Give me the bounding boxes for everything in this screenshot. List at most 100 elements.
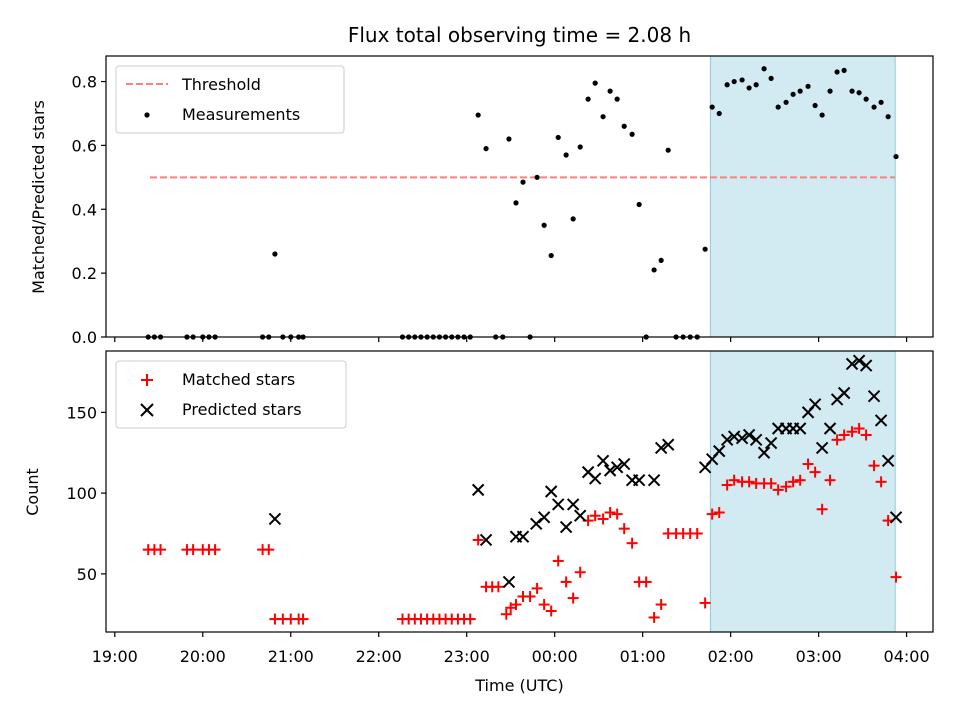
matched-star-point xyxy=(838,429,850,441)
matched-star-point xyxy=(597,513,609,525)
measurement-point xyxy=(702,246,708,252)
measurement-point xyxy=(513,200,519,206)
predicted-star-point xyxy=(632,473,646,487)
predicted-star-point xyxy=(742,428,756,442)
predicted-star-point xyxy=(566,498,580,511)
y-tick-label: 0.8 xyxy=(72,73,97,92)
y-tick-label: 0.0 xyxy=(72,328,97,347)
predicted-star-point xyxy=(610,461,624,474)
measurement-point xyxy=(775,104,781,110)
predicted-star-point xyxy=(713,444,726,458)
matched-star-point xyxy=(187,544,199,556)
matched-star-point xyxy=(500,608,512,620)
legend-measurements-label: Measurements xyxy=(182,105,300,124)
measurement-point xyxy=(790,91,796,97)
top-x-ticks xyxy=(114,337,908,342)
measurement-point xyxy=(878,99,884,105)
measurement-point xyxy=(506,136,512,142)
matched-star-point xyxy=(209,544,221,556)
legend-predicted-swatch xyxy=(140,403,154,417)
measurement-point xyxy=(841,67,847,73)
matched-star-point xyxy=(297,613,309,625)
x-tick-label: 19:00 xyxy=(92,647,138,666)
bottom-y-axis-label: Count xyxy=(23,468,42,516)
predicted-star-point xyxy=(859,359,873,372)
bottom-plot-frame xyxy=(105,350,934,633)
chart-title: Flux total observing time = 2.08 h xyxy=(348,23,691,47)
predicted-star-point xyxy=(874,414,888,427)
matched-star-point xyxy=(604,506,616,518)
predicted-star-point xyxy=(837,386,851,400)
predicted-star-point xyxy=(268,512,282,526)
x-tick-label: 04:00 xyxy=(884,647,930,666)
predicted-star-point xyxy=(647,473,661,487)
predicted-star-point xyxy=(757,446,771,459)
matched-star-point xyxy=(574,566,586,578)
y-tick-label: 50 xyxy=(77,565,97,584)
matched-star-point xyxy=(780,481,792,493)
matched-star-point xyxy=(492,581,504,593)
top-y-ticks: 0.0 0.2 0.4 0.6 0.8 xyxy=(72,73,106,347)
measurement-point xyxy=(797,88,803,94)
predicted-star-point xyxy=(654,441,668,455)
measurement-point xyxy=(761,66,767,72)
x-tick-label: 02:00 xyxy=(708,647,754,666)
measurement-point xyxy=(651,267,657,273)
matched-star-point xyxy=(802,458,814,470)
matched-star-point xyxy=(853,423,865,435)
measurement-point xyxy=(856,90,862,96)
matched-star-point xyxy=(560,576,572,588)
matched-star-point xyxy=(728,474,740,486)
matched-star-point xyxy=(809,466,821,478)
measurement-point xyxy=(863,96,869,102)
matched-star-point xyxy=(655,599,667,611)
measurement-point xyxy=(629,131,635,137)
measurement-point xyxy=(885,114,891,120)
matched-star-point xyxy=(765,477,777,489)
measurement-point xyxy=(272,251,278,257)
matched-star-point xyxy=(640,576,652,588)
matched-star-point xyxy=(860,429,872,441)
y-tick-label: 100 xyxy=(66,484,97,503)
bottom-legend: Matched stars Predicted stars xyxy=(115,360,347,429)
measurement-point xyxy=(555,134,561,141)
x-tick-label: 00:00 xyxy=(532,647,578,666)
bottom-y-ticks: 50 100 150 xyxy=(66,403,106,584)
top-legend: Threshold Measurements xyxy=(115,65,345,134)
top-plot-frame xyxy=(105,55,934,338)
predicted-star-point xyxy=(596,454,610,468)
matched-star-point xyxy=(524,590,536,602)
matched-star-point xyxy=(155,544,167,556)
matched-star-point xyxy=(626,537,638,549)
predicted-star-point xyxy=(749,433,763,447)
matched-star-point xyxy=(510,599,522,611)
measurement-point xyxy=(746,85,752,91)
bottom-x-ticks: 19:00 20:00 21:00 22:00 23:00 00:00 01:00 02:00… xyxy=(92,632,930,666)
measurement-point xyxy=(621,123,627,129)
legend-matched-swatch xyxy=(141,374,153,386)
measurement-point xyxy=(827,88,833,94)
matched-star-point xyxy=(794,474,806,486)
predicted-star-point xyxy=(516,530,530,543)
matched-star-point xyxy=(567,592,579,604)
measurement-point xyxy=(592,80,598,86)
matched-star-point xyxy=(699,597,711,609)
predicted-star-point xyxy=(815,441,829,455)
x-tick-label: 03:00 xyxy=(796,647,842,666)
predicted-star-point xyxy=(845,357,859,371)
top-marks xyxy=(145,66,899,340)
matched-star-point xyxy=(743,476,755,488)
x-tick-label: 20:00 xyxy=(180,647,226,666)
measurement-point xyxy=(563,152,569,158)
measurement-point xyxy=(585,96,591,102)
measurement-point xyxy=(834,69,840,75)
top-y-axis-label: Matched/Predicted stars xyxy=(29,100,48,294)
bottom-panel: 50 100 150 19:00 20:00 21:00 22:00 23:00 00:00 0… xyxy=(23,350,934,695)
predicted-star-point xyxy=(735,431,749,445)
predicted-star-point xyxy=(530,517,543,531)
measurement-point xyxy=(768,75,774,81)
predicted-star-point xyxy=(471,483,485,497)
bottom-marks xyxy=(142,354,903,625)
matched-star-point xyxy=(611,508,623,520)
matched-star-point xyxy=(531,582,543,594)
